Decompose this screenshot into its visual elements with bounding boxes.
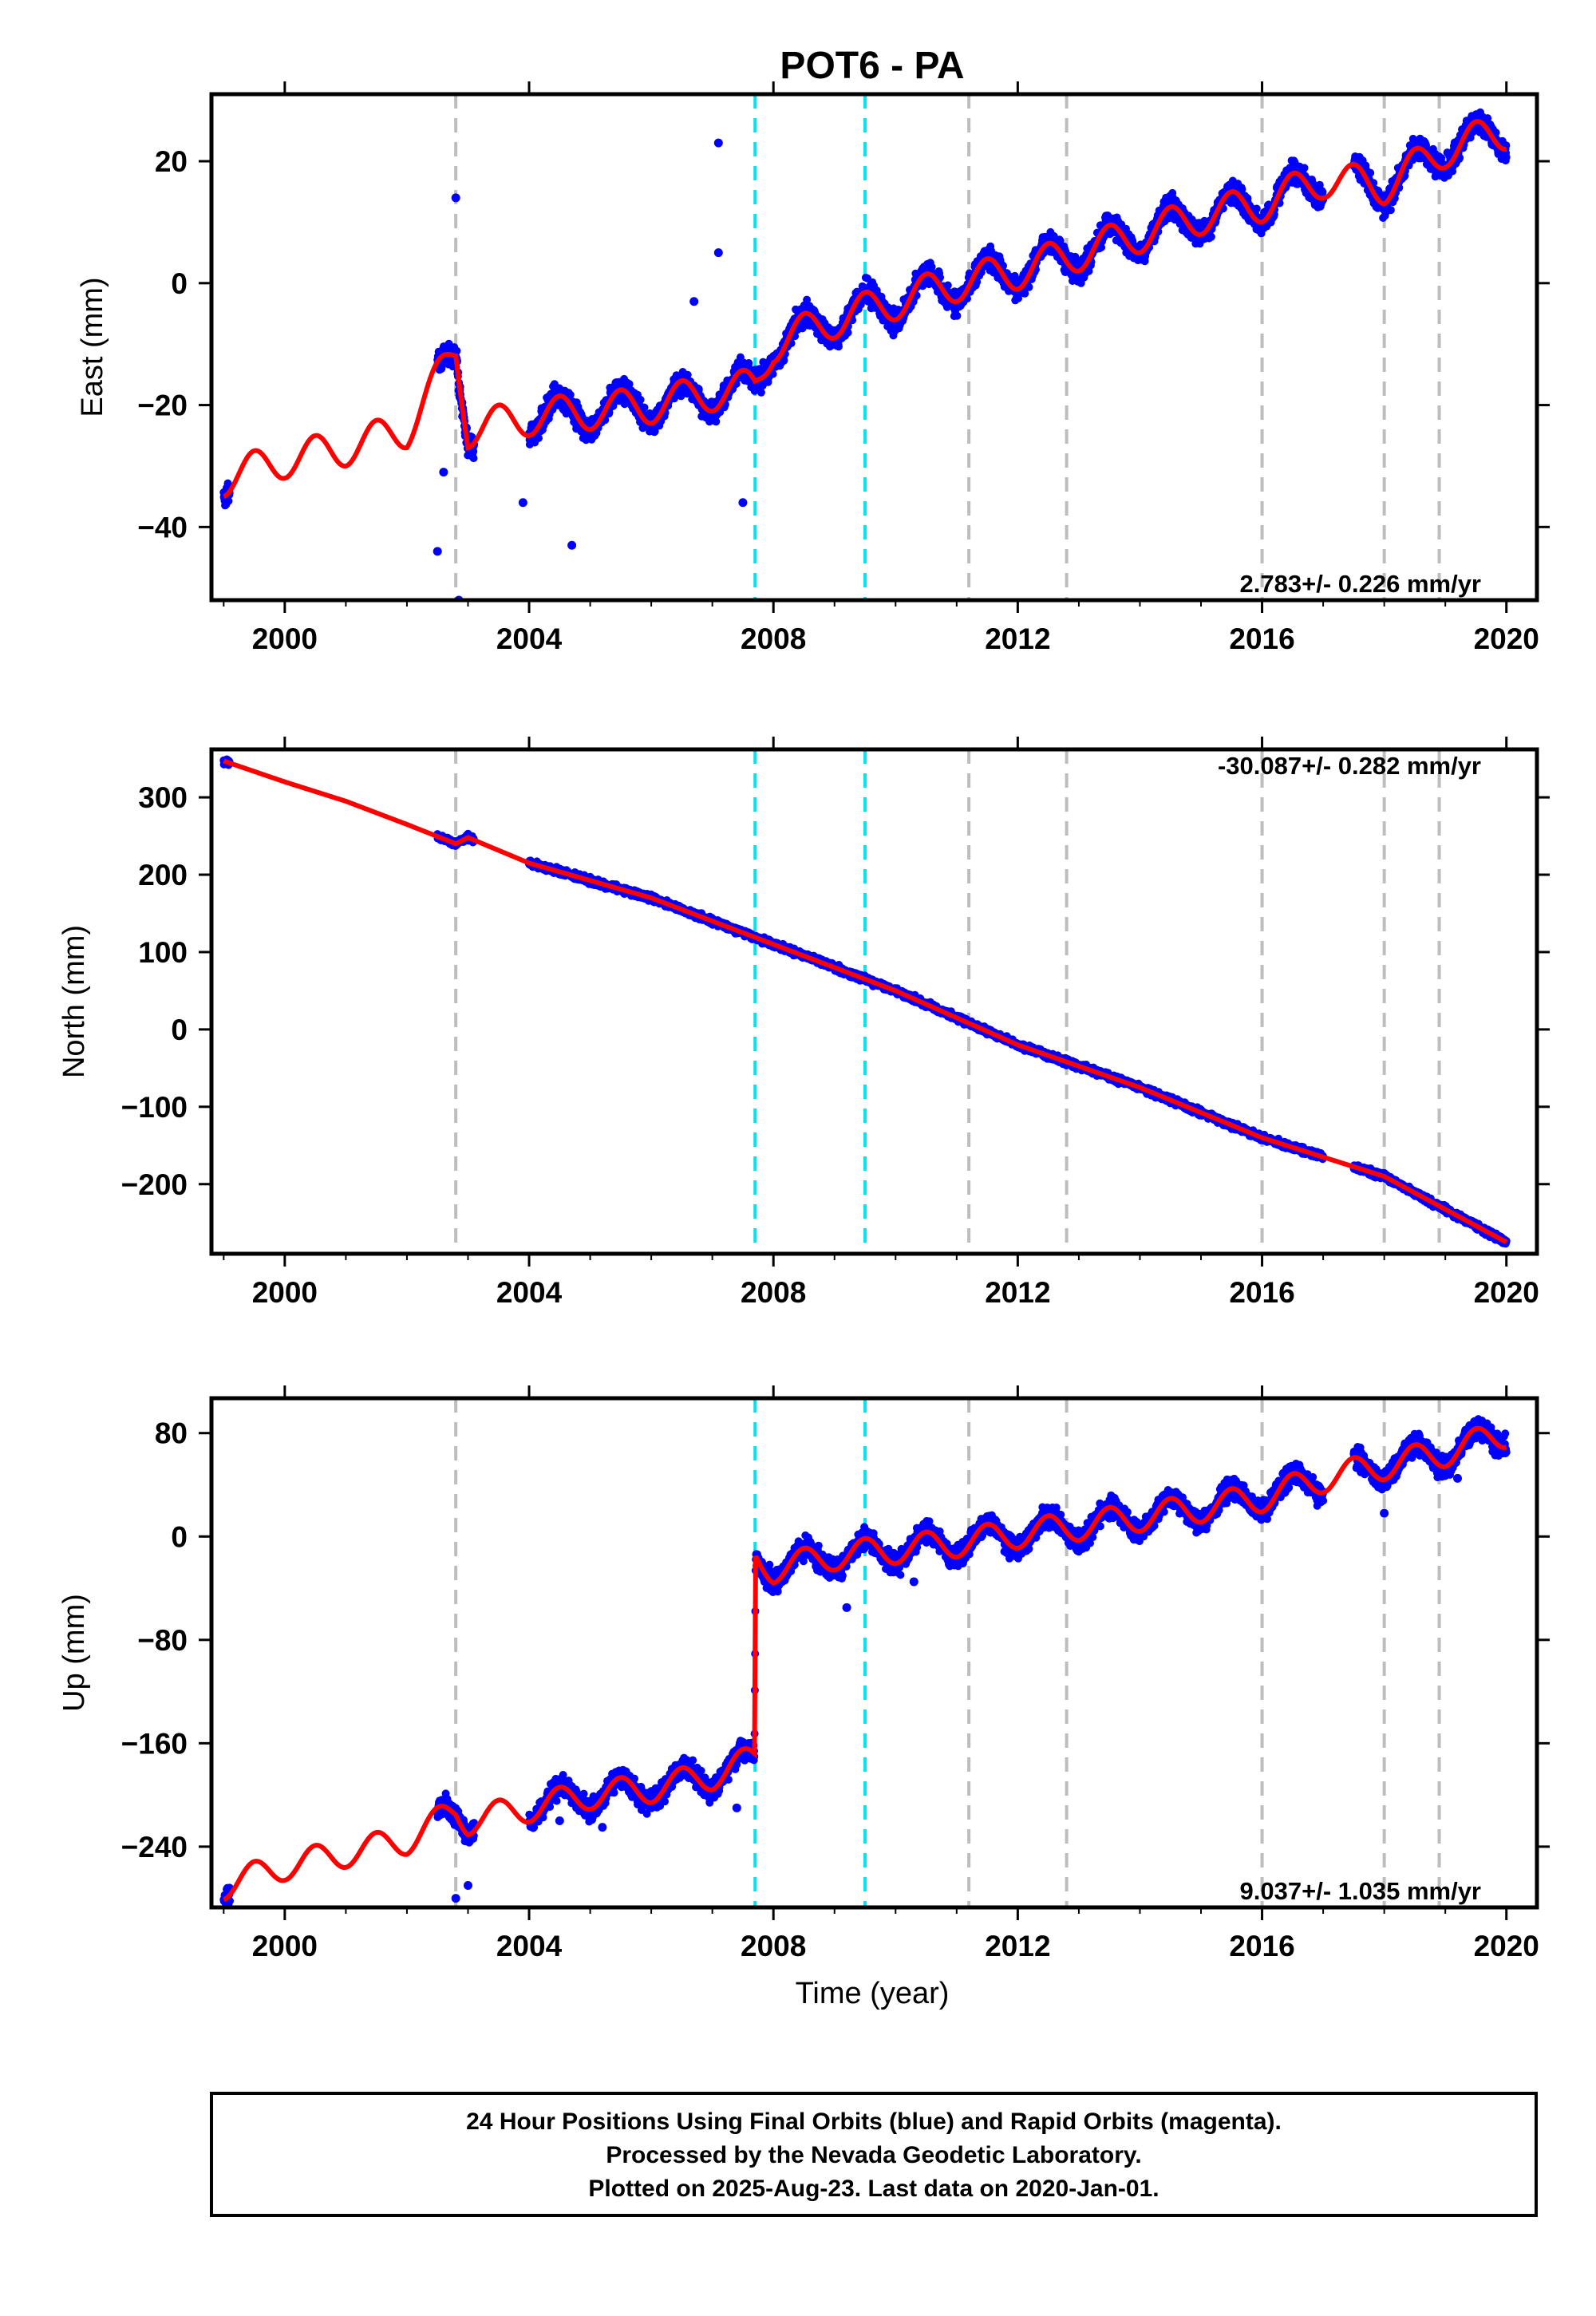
data-point bbox=[1502, 153, 1511, 161]
data-point bbox=[927, 263, 936, 271]
x-tick-label: 2000 bbox=[252, 622, 318, 655]
data-point bbox=[943, 281, 952, 290]
y-tick-label: −40 bbox=[137, 511, 188, 543]
panel-north: 2000 2004 2008 2012 2016 2020−200−10001002003… bbox=[57, 737, 1550, 1309]
plot-layer-east: 2000 2004 2008 2012 2016 2020 −40 −20 0 20 East (m… bbox=[76, 81, 1550, 655]
data-point bbox=[1366, 168, 1375, 177]
data-point bbox=[843, 328, 852, 337]
data-point bbox=[835, 342, 843, 351]
y-tick-label: 0 bbox=[171, 267, 188, 300]
data-point bbox=[683, 370, 692, 379]
plot-layer-north: 2000 2004 2008 2012 2016 2020−200−10001002003… bbox=[57, 737, 1550, 1309]
y-tick-label: 20 bbox=[155, 145, 188, 178]
y-axis-label-east: East (mm) bbox=[76, 277, 109, 417]
x-tick-label: 2004 bbox=[496, 622, 563, 655]
data-point bbox=[650, 427, 659, 436]
x-tick-label: 2020 bbox=[1474, 622, 1539, 655]
data-point bbox=[803, 295, 812, 304]
data-point bbox=[780, 356, 788, 365]
data-point bbox=[566, 390, 575, 399]
data-point bbox=[757, 388, 765, 397]
x-tick-label: 2016 bbox=[1229, 622, 1294, 655]
x-tick-label: 2008 bbox=[741, 622, 806, 655]
data-point bbox=[469, 454, 478, 463]
plot-frame-east bbox=[209, 92, 1539, 603]
data-point bbox=[953, 311, 962, 320]
data-point bbox=[224, 496, 233, 505]
data-point-outlier bbox=[713, 248, 723, 258]
data-point bbox=[1207, 232, 1215, 241]
data-point bbox=[625, 380, 634, 389]
data-point-outlier bbox=[439, 468, 448, 477]
data-point-outlier bbox=[451, 193, 460, 203]
data-point bbox=[437, 364, 446, 373]
data-point bbox=[640, 403, 649, 412]
data-point bbox=[712, 417, 721, 426]
data-point-outlier bbox=[738, 498, 748, 508]
data-point bbox=[1386, 206, 1395, 215]
data-point bbox=[636, 395, 645, 404]
data-point-outlier bbox=[567, 540, 577, 550]
rate-label-east: 2.783+/- 0.226 mm/yr bbox=[1240, 570, 1481, 598]
data-point-outlier bbox=[713, 138, 723, 148]
data-point bbox=[535, 434, 543, 442]
x-tick-label: 2012 bbox=[985, 622, 1050, 655]
data-point-outlier bbox=[689, 297, 699, 306]
data-point-outlier bbox=[433, 547, 442, 556]
panel-east: 2000 2004 2008 2012 2016 2020 −40 −20 0 20 East (m… bbox=[76, 81, 1550, 655]
data-point bbox=[468, 433, 476, 441]
chart-title: POT6 - PA bbox=[780, 45, 964, 87]
y-tick-label: −20 bbox=[137, 389, 188, 422]
data-point bbox=[1252, 204, 1261, 213]
data-point bbox=[1300, 164, 1309, 172]
data-point bbox=[452, 346, 461, 355]
data-point-outlier bbox=[518, 498, 527, 508]
